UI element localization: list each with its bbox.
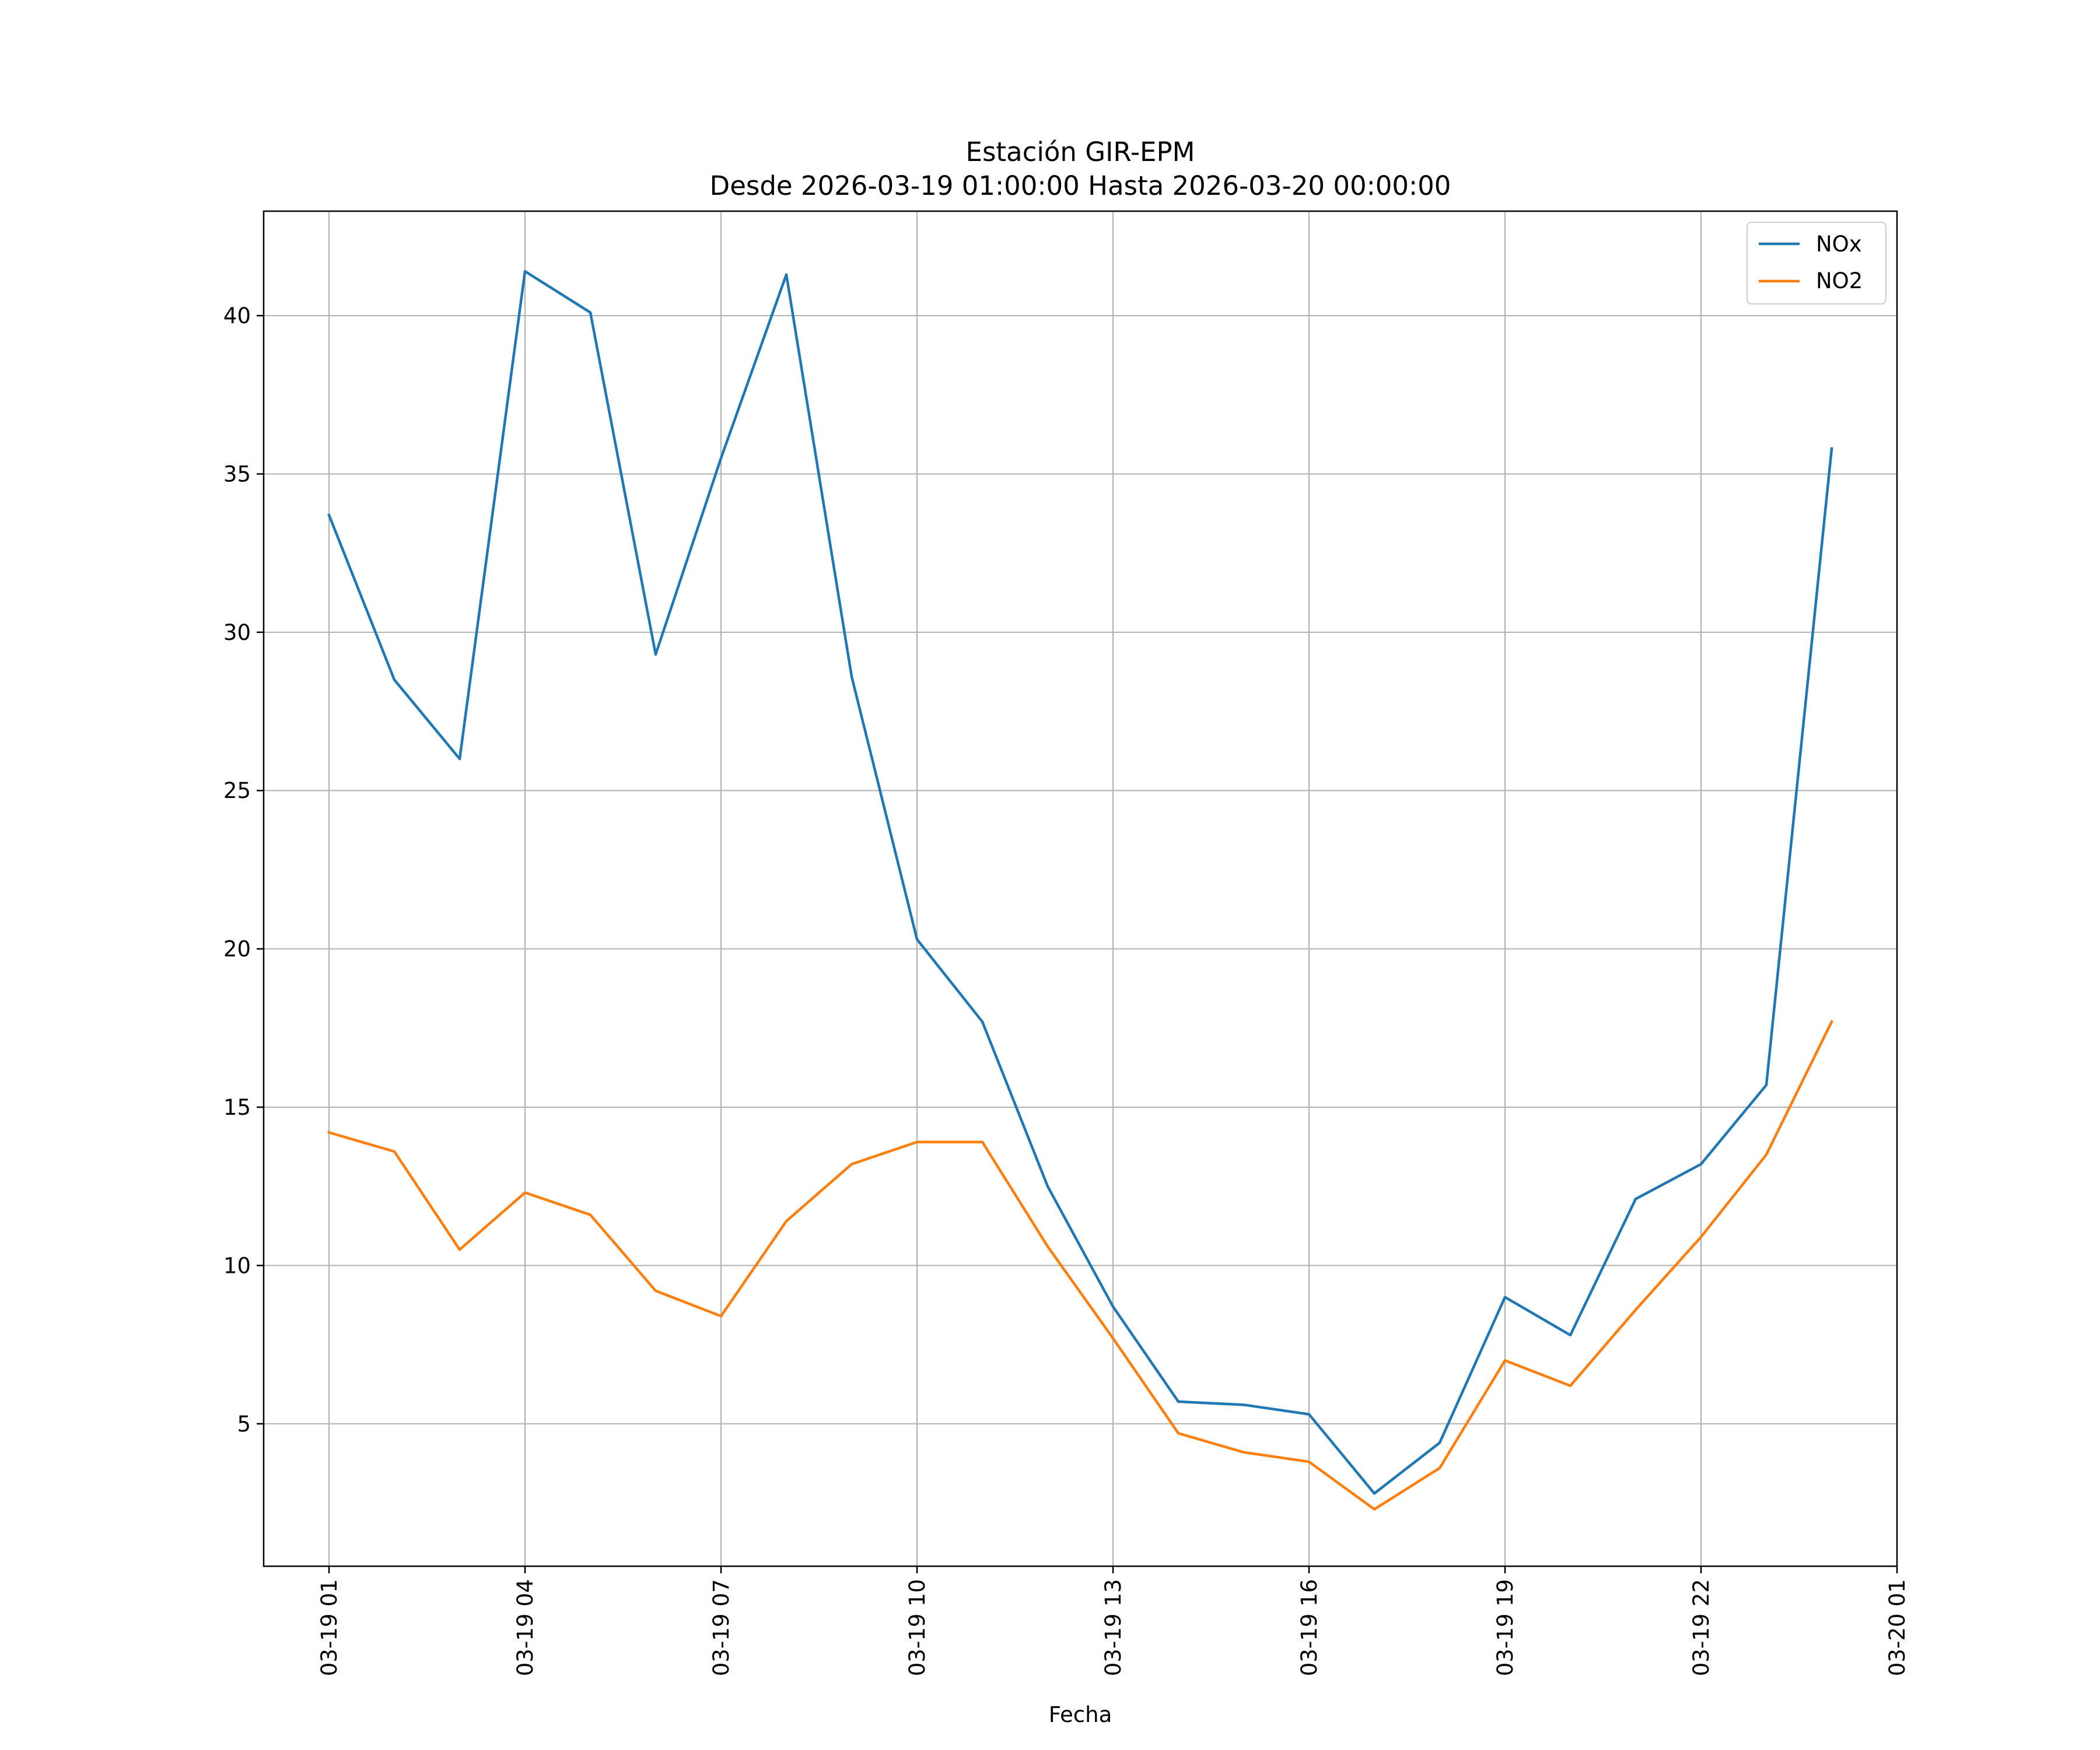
x-tick-label: 03-19 13 [1101, 1579, 1126, 1676]
x-tick-label: 03-19 22 [1689, 1579, 1714, 1676]
x-tick-label: 03-20 01 [1885, 1579, 1910, 1676]
x-tick-label: 03-19 07 [709, 1579, 734, 1676]
legend-label-no2: NO2 [1816, 268, 1863, 293]
x-tick-label: 03-19 10 [905, 1579, 930, 1676]
series-line-nox [327, 270, 1833, 1495]
x-axis: 03-19 01 03-19 04 03-19 07 03-19 10 03-19 13… [317, 1566, 1910, 1676]
y-tick-label: 35 [223, 461, 251, 487]
y-tick-label: 40 [223, 303, 251, 328]
y-tick-label: 5 [237, 1412, 251, 1437]
chart-subtitle: Desde 2026-03-19 01:00:00 Hasta 2026-03-… [710, 170, 1451, 201]
y-tick-label: 25 [223, 778, 251, 803]
x-tick-label: 03-19 01 [317, 1579, 342, 1676]
y-axis: 5 10 15 20 25 30 35 40 [223, 303, 264, 1437]
grid-lines [264, 211, 1898, 1566]
series-line-no2 [327, 1020, 1834, 1511]
y-tick-label: 30 [223, 620, 251, 645]
x-tick-label: 03-19 16 [1297, 1579, 1322, 1676]
legend-label-nox: NOx [1816, 232, 1862, 257]
chart-title: Estación GIR-EPM [966, 136, 1195, 167]
y-tick-label: 20 [223, 937, 251, 962]
plot-frame [262, 210, 1898, 1567]
series-lines [327, 270, 1834, 1511]
x-tick-label: 03-19 19 [1493, 1579, 1518, 1676]
y-tick-label: 10 [223, 1253, 251, 1278]
legend: NOx NO2 [1746, 222, 1887, 304]
x-axis-label: Fecha [1049, 1702, 1112, 1727]
x-tick-label: 03-19 04 [513, 1579, 538, 1676]
y-tick-label: 15 [223, 1095, 251, 1120]
